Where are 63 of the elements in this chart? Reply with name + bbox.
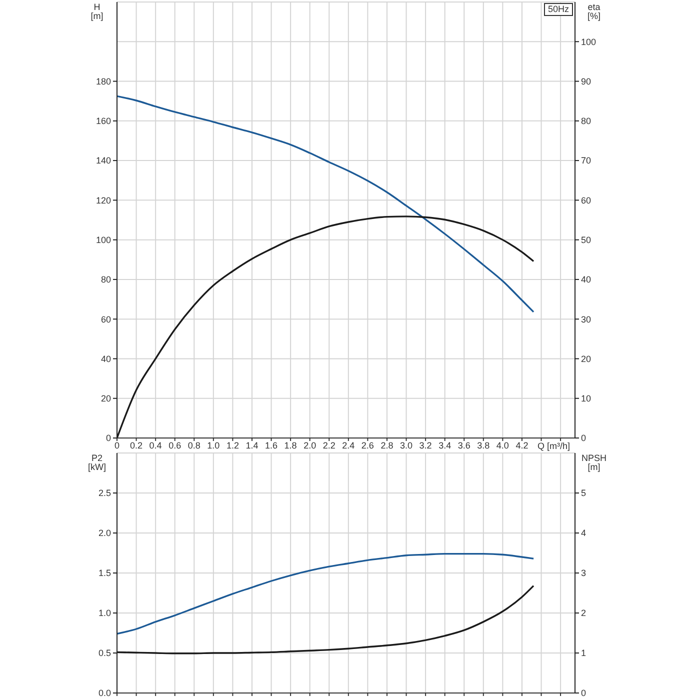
x-tick-label: 0.4	[149, 440, 162, 450]
y-tick-label: 80	[100, 274, 111, 285]
y-tick-label: 1.0	[98, 608, 111, 618]
y2-tick-label: 60	[581, 195, 592, 206]
x-tick-label: 0.8	[188, 440, 200, 450]
x-tick-label: 1.4	[246, 440, 258, 450]
y2-tick-label: 1	[581, 648, 586, 658]
x-tick-label: 2.4	[342, 440, 355, 450]
y-tick-label: 1.5	[98, 568, 111, 578]
x-axis-title: Q [m³/h]	[537, 441, 570, 451]
y-tick-label: 0	[106, 433, 111, 444]
x-tick-label: 2.6	[361, 440, 374, 450]
y-tick-label: 40	[100, 354, 111, 364]
y2-tick-label: 2	[581, 608, 586, 618]
line-series	[117, 95, 534, 313]
y2-tick-label: 4	[581, 528, 586, 538]
annotation: 50Hz	[544, 3, 573, 16]
y-tick-label: 2.5	[98, 488, 111, 498]
y-axis-title: P2 [kW]	[88, 453, 106, 472]
y-tick-label: 60	[100, 314, 111, 324]
y2-tick-label: 10	[581, 394, 592, 404]
x-tick-label: 3.0	[400, 440, 413, 450]
x-tick-label: 3.8	[477, 440, 490, 450]
x-tick-label: 4.2	[516, 440, 528, 450]
x-tick-label: 1.8	[284, 440, 297, 450]
y-tick-label: 0.5	[98, 648, 111, 658]
y2-tick-label: 0	[581, 433, 586, 444]
y-axis-title: H [m]	[90, 2, 104, 21]
y2-tick-label: 50	[581, 235, 592, 246]
y-tick-label: 140	[96, 156, 111, 166]
x-tick-label: 3.2	[419, 440, 432, 450]
y2-tick-label: 20	[581, 354, 592, 364]
y2-tick-label: 70	[581, 156, 592, 166]
x-tick-label: 0.2	[130, 440, 143, 450]
x-tick-label: 1.0	[207, 440, 220, 450]
x-tick-label: 1.2	[226, 440, 239, 450]
y-tick-label: 0.0	[98, 688, 111, 698]
y-tick-label: 20	[100, 394, 111, 404]
x-tick-label: 0.6	[168, 440, 182, 450]
x-tick-label: 4.0	[496, 440, 509, 450]
y2-tick-label: 5	[581, 488, 586, 498]
x-tick-label: 0	[114, 440, 120, 450]
line-series	[117, 552, 534, 635]
x-tick-label: 3.4	[438, 440, 452, 450]
x-tick-label: 1.6	[265, 440, 278, 450]
y2-tick-label: 3	[581, 568, 586, 578]
y2-axis-title: NPSH [m]	[581, 453, 607, 472]
y-tick-label: 160	[96, 116, 111, 126]
y2-tick-label: 0	[581, 688, 586, 698]
y2-axis-title: eta [%]	[587, 2, 601, 21]
x-tick-label: 2.2	[322, 440, 336, 450]
x-tick-label: 3.6	[458, 440, 470, 450]
y-tick-label: 180	[96, 76, 111, 86]
y2-tick-label: 90	[581, 76, 592, 86]
y2-tick-label: 80	[581, 116, 592, 126]
y-tick-label: 2.0	[98, 528, 111, 538]
x-tick-label: 2.8	[380, 440, 394, 450]
y-tick-label: 100	[96, 235, 111, 246]
y2-tick-label: 100	[581, 36, 596, 47]
y2-tick-label: 40	[581, 274, 592, 285]
x-tick-label: 2.0	[304, 440, 316, 450]
y2-tick-label: 30	[581, 314, 592, 324]
y-tick-label: 120	[96, 195, 111, 206]
